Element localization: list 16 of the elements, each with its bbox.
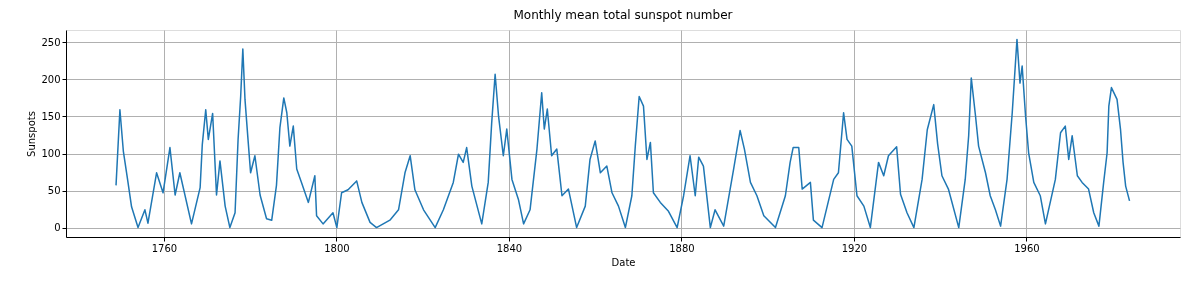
y-tick-label: 100 — [41, 148, 61, 159]
line-series — [115, 38, 1131, 229]
y-tick-label: 0 — [54, 222, 61, 234]
x-tick-label: 1920 — [841, 242, 868, 254]
x-tick-label: 1840 — [496, 242, 523, 254]
x-tick-label: 1800 — [324, 242, 350, 254]
y-tick-label: 200 — [41, 73, 61, 85]
y-tick-label: 50 — [47, 185, 61, 197]
y-tick-label: 250 — [41, 36, 61, 48]
y-tick-label: 150 — [41, 110, 61, 122]
x-tick-label: 1760 — [151, 242, 178, 254]
chart-title: Monthly mean total sunspot number — [513, 8, 733, 22]
x-tick-label: 1960 — [1014, 242, 1040, 254]
y-axis-title: Sunspots — [26, 111, 38, 157]
x-tick-label: 1880 — [669, 242, 695, 254]
x-axis-title: Date — [611, 256, 636, 268]
